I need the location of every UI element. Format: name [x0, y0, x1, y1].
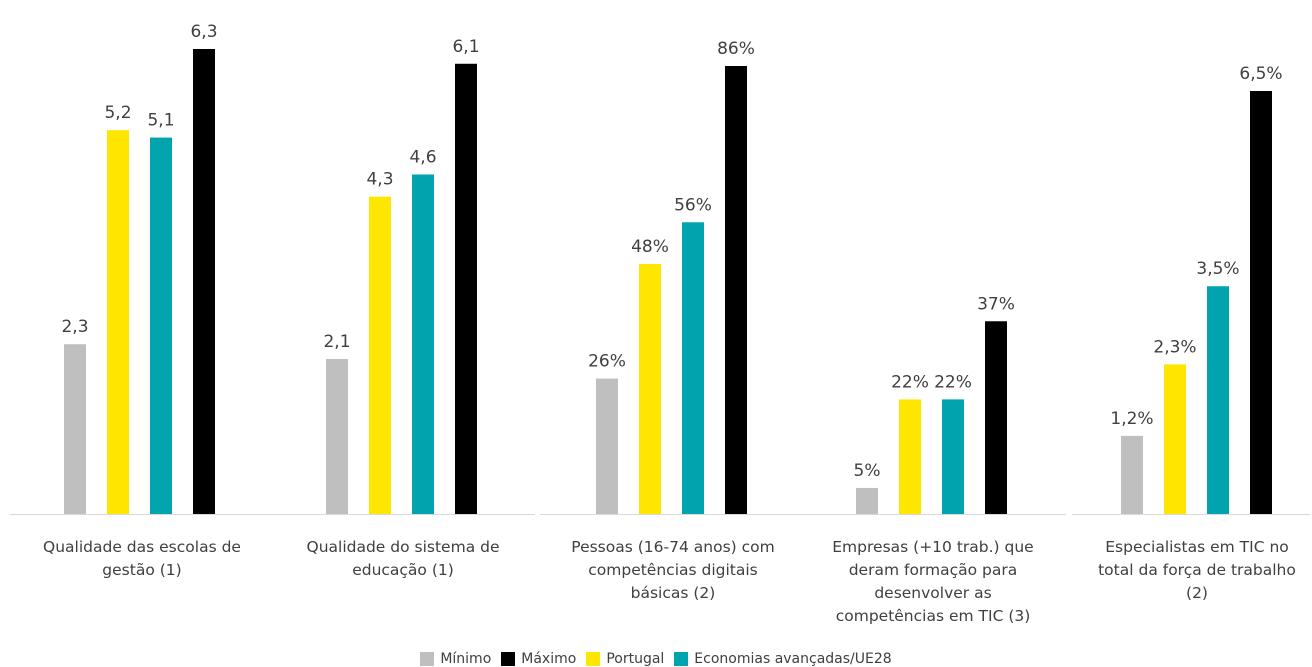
- data-label-maximo-group-1: 6,3: [190, 22, 217, 42]
- category-label-line: desenvolver as: [874, 584, 991, 602]
- bar-economias-group-4: [942, 399, 964, 514]
- bar-economias-group-5: [1207, 286, 1229, 514]
- data-label-economias-group-5: 3,5%: [1196, 259, 1239, 279]
- category-label-3: Pessoas (16-74 anos) com competências dig…: [571, 538, 774, 602]
- bar-minimo-group-5: [1121, 435, 1143, 514]
- bar-economias-group-1: [150, 137, 172, 515]
- category-label-line: Especialistas em TIC no: [1105, 538, 1289, 556]
- legend-item-portugal: Portugal: [586, 651, 664, 667]
- data-label-maximo-group-4: 37%: [977, 294, 1015, 314]
- category-label-line: Empresas (+10 trab.) que: [832, 538, 1033, 556]
- data-label-maximo-group-2: 6,1: [452, 37, 479, 57]
- category-label-line: competências digitais: [588, 561, 758, 579]
- category-label-line: Qualidade do sistema de: [307, 538, 500, 556]
- legend-item-economias: Economias avançadas/UE28: [674, 651, 892, 667]
- bar-maximo-group-1: [193, 49, 215, 514]
- category-label-line: básicas (2): [631, 584, 716, 602]
- data-label-portugal-group-2: 4,3: [366, 170, 393, 190]
- category-label-line: deram formação para: [849, 561, 1018, 579]
- category-label-line: total da força de trabalho: [1098, 561, 1296, 579]
- data-label-minimo-group-5: 1,2%: [1110, 409, 1153, 429]
- data-label-economias-group-1: 5,1: [147, 111, 174, 131]
- legend-item-minimo: Mínimo: [420, 651, 491, 667]
- bar-minimo-group-4: [856, 487, 878, 514]
- category-labels: Qualidade das escolas de gestão (1)Qualid…: [43, 538, 1296, 625]
- data-label-maximo-group-5: 6,5%: [1239, 64, 1282, 84]
- category-label-line: (2): [1186, 584, 1208, 602]
- category-label-line: competências em TIC (3): [836, 607, 1031, 625]
- bar-economias-group-3: [682, 222, 704, 515]
- data-label-economias-group-4: 22%: [934, 372, 972, 392]
- bar-maximo-group-3: [725, 66, 747, 514]
- bar-minimo-group-3: [596, 378, 618, 514]
- legend-swatch-portugal: [586, 652, 601, 666]
- legend-swatch-minimo: [420, 652, 435, 666]
- data-label-minimo-group-3: 26%: [588, 352, 626, 372]
- category-label-line: educação (1): [352, 561, 454, 579]
- bar-maximo-group-5: [1250, 91, 1272, 514]
- data-label-portugal-group-4: 22%: [891, 372, 929, 392]
- data-label-minimo-group-2: 2,1: [323, 332, 350, 352]
- legend-label-economias: Economias avançadas/UE28: [694, 651, 892, 667]
- data-label-portugal-group-5: 2,3%: [1153, 337, 1196, 357]
- category-label-line: Qualidade das escolas de: [43, 538, 241, 556]
- data-label-economias-group-2: 4,6: [409, 147, 436, 167]
- bar-portugal-group-3: [639, 263, 661, 514]
- category-label-2: Qualidade do sistema de educação (1): [307, 538, 500, 579]
- bar-minimo-group-2: [326, 359, 348, 514]
- data-label-minimo-group-4: 5%: [854, 461, 881, 481]
- bar-maximo-group-4: [985, 321, 1007, 514]
- bar-chart: 2,3 5,2 5,1 6,3 2,1 4,3 4,6 6,1 26% 48% 56% 86% 5% 22…: [10, 22, 1310, 625]
- category-label-line: gestão (1): [102, 561, 181, 579]
- bar-portugal-group-5: [1164, 364, 1186, 514]
- bar-maximo-group-2: [455, 63, 477, 515]
- category-label-5: Especialistas em TIC no total da força de…: [1098, 538, 1296, 602]
- legend-swatch-economias: [674, 652, 689, 666]
- data-label-economias-group-3: 56%: [674, 195, 712, 215]
- legend-label-portugal: Portugal: [606, 651, 665, 667]
- legend: Mínimo Máximo Portugal Economias avançad…: [0, 651, 1312, 667]
- category-label-1: Qualidade das escolas de gestão (1): [43, 538, 241, 579]
- bar-minimo-group-1: [64, 344, 86, 514]
- data-labels: 2,3 5,2 5,1 6,3 2,1 4,3 4,6 6,1 26% 48% 56% 86% 5% 22…: [61, 22, 1282, 481]
- bar-economias-group-2: [412, 174, 434, 514]
- bar-portugal-group-2: [369, 196, 391, 514]
- legend-label-maximo: Máximo: [521, 651, 577, 667]
- legend-swatch-maximo: [501, 652, 516, 666]
- data-label-portugal-group-1: 5,2: [104, 103, 131, 123]
- data-label-minimo-group-1: 2,3: [61, 317, 88, 337]
- data-label-portugal-group-3: 48%: [631, 237, 669, 257]
- bars: [64, 49, 1272, 515]
- category-label-4: Empresas (+10 trab.) que deram formação p…: [832, 538, 1033, 625]
- legend-item-maximo: Máximo: [501, 651, 576, 667]
- data-label-maximo-group-3: 86%: [717, 39, 755, 59]
- legend-label-minimo: Mínimo: [440, 651, 492, 667]
- bar-portugal-group-1: [107, 130, 129, 514]
- bar-portugal-group-4: [899, 399, 921, 514]
- category-label-line: Pessoas (16-74 anos) com: [571, 538, 774, 556]
